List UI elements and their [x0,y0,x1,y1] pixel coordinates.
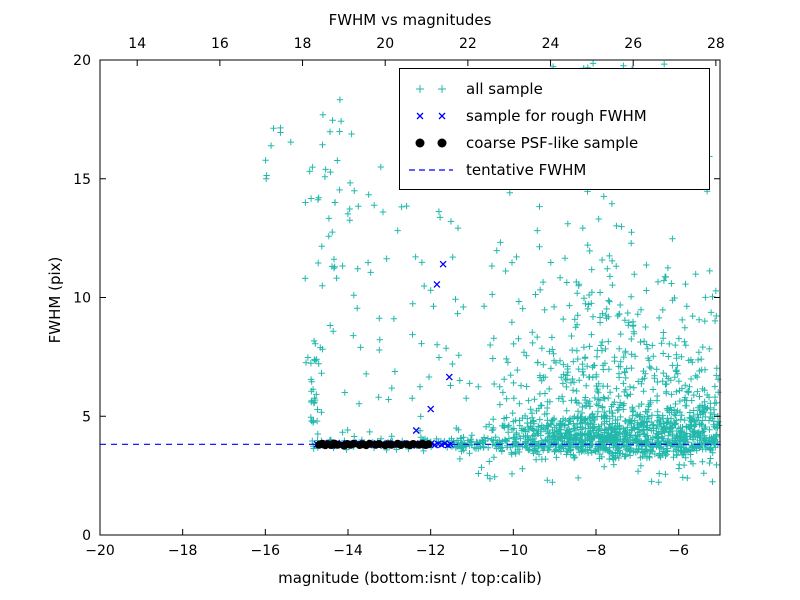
legend-item-rough-fwhm: sample for rough FWHM [406,103,703,128]
all-sample-points [262,60,723,486]
svg-text:−16: −16 [251,543,281,559]
legend-item-psf-sample: coarse PSF-like sample [406,130,703,155]
svg-text:16: 16 [211,36,229,52]
legend-label-all-sample: all sample [466,79,543,98]
svg-text:−8: −8 [586,543,607,559]
svg-text:26: 26 [624,36,642,52]
svg-text:14: 14 [128,36,146,52]
y-axis-label: FWHM (pix) [46,256,64,344]
rough-fwhm-points [313,260,454,450]
svg-text:−6: −6 [668,543,689,559]
chart-title: FWHM vs magnitudes [328,11,492,29]
svg-text:22: 22 [459,36,477,52]
svg-text:5: 5 [82,409,91,425]
svg-text:−18: −18 [168,543,198,559]
svg-text:−20: −20 [85,543,115,559]
circle-marker-icon [415,138,447,147]
tick-labels: −20 −18 −16 −14 −12 −10 −8 −6 14 16 18 20 22 24 26 28 0 5… [73,36,725,559]
plus-marker-icon [416,84,446,93]
ticks [99,59,720,536]
legend-label-rough-fwhm: sample for rough FWHM [466,106,647,125]
legend: all sample sample for rough FWHM coarse … [399,68,710,190]
svg-text:15: 15 [73,172,91,188]
legend-item-all-sample: all sample [406,76,703,101]
svg-text:20: 20 [73,53,91,69]
dashed-line-icon [409,168,453,171]
psf-sample-points [315,439,433,450]
svg-text:−14: −14 [333,543,363,559]
legend-label-tentative-fwhm: tentative FWHM [466,160,587,179]
x-axis-label: magnitude (bottom:isnt / top:calib) [278,569,542,587]
legend-item-tentative-fwhm: tentative FWHM [406,157,703,182]
legend-label-psf-sample: coarse PSF-like sample [466,133,639,152]
svg-text:−10: −10 [499,543,529,559]
svg-text:20: 20 [376,36,394,52]
svg-text:18: 18 [294,36,312,52]
svg-text:24: 24 [542,36,560,52]
svg-text:10: 10 [73,291,91,307]
svg-text:28: 28 [707,36,725,52]
svg-text:−12: −12 [416,543,446,559]
svg-text:0: 0 [82,528,91,544]
x-marker-icon [416,112,446,119]
